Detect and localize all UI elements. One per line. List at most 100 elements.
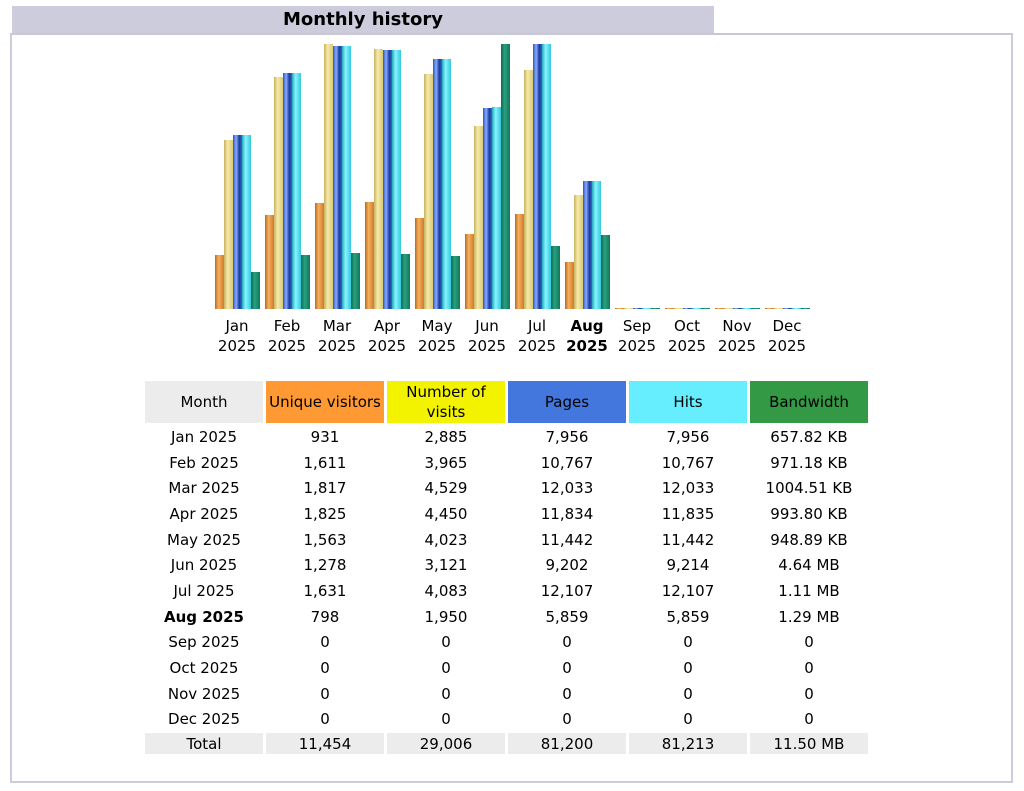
cell-bandwidth: 1.11 MB [778, 581, 840, 600]
month-label: Nov 2025 [712, 316, 762, 356]
month-label: Jun 2025 [462, 316, 512, 356]
bar-visits [624, 308, 633, 309]
bar-pages [733, 308, 742, 309]
month-label-year: 2025 [267, 337, 307, 355]
total-bandwidth: 11.50 MB [750, 733, 868, 755]
cell-bandwidth: 1004.51 KB [765, 479, 853, 498]
bar-hits [542, 44, 551, 309]
cell-pages: 7,956 [545, 427, 589, 446]
total-visits: 29,006 [387, 733, 505, 755]
cell-hits: 12,107 [661, 581, 715, 600]
bar-unique-visitors [515, 214, 524, 309]
cell-hits: 0 [683, 684, 693, 703]
month-label-year: 2025 [717, 337, 757, 355]
table-row: Feb 2025 1,611 3,965 10,767 10,767 971.18 KB [145, 451, 868, 475]
cell-bandwidth: 0 [804, 633, 814, 652]
bar-visits [674, 308, 683, 309]
cell-bandwidth: 4.64 MB [778, 556, 840, 575]
bar-pages [483, 108, 492, 309]
month-label: Jan 2025 [212, 316, 262, 356]
cell-month: Oct 2025 [169, 659, 239, 678]
table-row: Jan 2025 931 2,885 7,956 7,956 657.82 KB [145, 425, 868, 449]
month-label-year: 2025 [317, 337, 357, 355]
month-label: Sep 2025 [612, 316, 662, 356]
bar-pages [333, 46, 342, 309]
cell-pages: 10,767 [540, 453, 594, 472]
bar-unique-visitors [465, 234, 474, 309]
cell-visits: 0 [441, 633, 451, 652]
cell-visits: 0 [441, 710, 451, 729]
bar-visits [724, 308, 733, 309]
total-unique-visitors: 11,454 [266, 733, 384, 755]
bar-visits [774, 308, 783, 309]
cell-unique-visitors: 1,825 [303, 504, 347, 523]
bar-hits [442, 59, 451, 309]
total-hits: 81,213 [629, 733, 747, 755]
month-label-name: May [421, 317, 453, 335]
bar-visits [524, 70, 533, 309]
month-label-name: Feb [273, 317, 301, 335]
cell-unique-visitors: 1,631 [303, 581, 347, 600]
month-label: Dec 2025 [762, 316, 812, 356]
month-label-name: Apr [374, 317, 400, 335]
bar-unique-visitors [415, 218, 424, 309]
cell-pages: 0 [562, 684, 572, 703]
bar-bandwidth [801, 308, 810, 309]
bar-bandwidth [251, 272, 260, 309]
cell-pages: 11,834 [540, 504, 594, 523]
cell-pages: 9,202 [545, 556, 589, 575]
cell-hits: 11,442 [661, 530, 715, 549]
cell-unique-visitors: 0 [320, 659, 330, 678]
bar-hits [392, 50, 401, 309]
table-row: Apr 2025 1,825 4,450 11,834 11,835 993.80 KB [145, 502, 868, 526]
cell-unique-visitors: 0 [320, 684, 330, 703]
cell-pages: 0 [562, 710, 572, 729]
cell-visits: 1,950 [424, 607, 468, 626]
cell-pages: 12,033 [540, 479, 594, 498]
cell-hits: 9,214 [666, 556, 710, 575]
table-row: Jul 2025 1,631 4,083 12,107 12,107 1.11 MB [145, 579, 868, 603]
bar-bandwidth [451, 256, 460, 309]
cell-month: Mar 2025 [168, 479, 240, 498]
cell-visits: 0 [441, 659, 451, 678]
table-row: Sep 2025 0 0 0 0 0 [145, 631, 868, 655]
bar-unique-visitors [215, 255, 224, 309]
cell-hits: 0 [683, 633, 693, 652]
bar-hits [642, 308, 651, 309]
bar-hits [592, 181, 601, 309]
monthly-history-table: Month Unique visitors Number of visits P… [142, 379, 871, 756]
bar-hits [292, 73, 301, 309]
monthly-history-chart: Jan 2025 Feb 2025 Mar 2025 Apr 2025 May 2025 Jun 20… [0, 0, 1024, 360]
cell-month: Aug 2025 [164, 607, 244, 626]
month-label-year: 2025 [467, 337, 507, 355]
cell-bandwidth: 0 [804, 710, 814, 729]
bar-bandwidth [501, 44, 510, 309]
bar-pages [533, 44, 542, 309]
bar-hits [792, 308, 801, 309]
cell-hits: 0 [683, 659, 693, 678]
bar-visits [274, 77, 283, 309]
cell-month: Jul 2025 [173, 581, 235, 600]
section-frame [10, 33, 1013, 783]
cell-hits: 5,859 [666, 607, 710, 626]
header-bandwidth: Bandwidth [750, 381, 868, 423]
month-label-year: 2025 [367, 337, 407, 355]
cell-bandwidth: 1.29 MB [778, 607, 840, 626]
bar-visits [574, 195, 583, 309]
cell-unique-visitors: 931 [310, 427, 340, 446]
bar-visits [374, 49, 383, 309]
cell-visits: 4,529 [424, 479, 468, 498]
cell-pages: 0 [562, 633, 572, 652]
cell-bandwidth: 0 [804, 684, 814, 703]
bar-bandwidth [401, 254, 410, 309]
cell-hits: 7,956 [666, 427, 710, 446]
bar-unique-visitors [265, 215, 274, 309]
cell-visits: 4,023 [424, 530, 468, 549]
cell-hits: 0 [683, 710, 693, 729]
cell-month: Jan 2025 [170, 427, 238, 446]
bar-bandwidth [751, 308, 760, 309]
month-label: Feb 2025 [262, 316, 312, 356]
month-label-year: 2025 [767, 337, 807, 355]
header-pages: Pages [508, 381, 626, 423]
month-label: Aug 2025 [562, 316, 612, 356]
